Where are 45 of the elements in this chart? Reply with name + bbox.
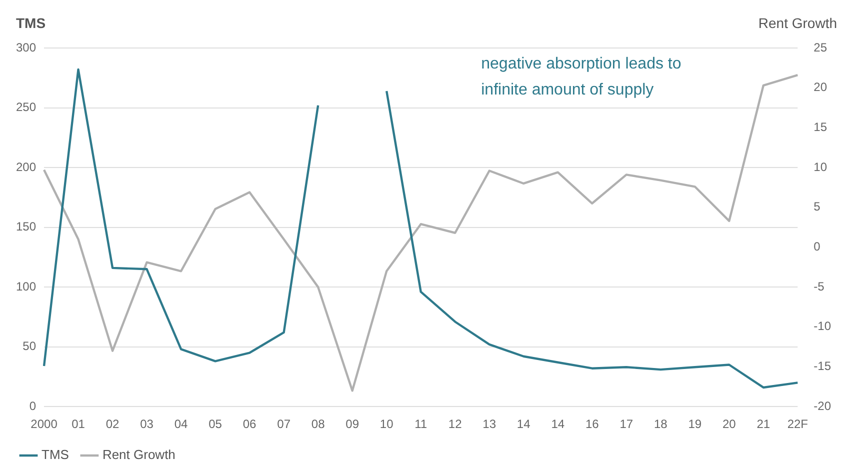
- y2-tick-label: -15: [814, 359, 832, 374]
- x-tick-label: 10: [380, 417, 394, 432]
- y2-tick-label: -10: [814, 319, 832, 334]
- x-tick-label: 01: [72, 417, 86, 432]
- x-tick-label: 18: [654, 417, 668, 432]
- x-tick-label: 13: [482, 417, 496, 432]
- y2-tick-label: 20: [814, 80, 828, 94]
- x-tick-label: 17: [620, 417, 634, 432]
- x-tick-label: 22F: [787, 417, 808, 432]
- y2-tick-label: -5: [814, 279, 825, 294]
- y2-tick-label: 5: [814, 200, 821, 214]
- y-tick-label: 0: [29, 398, 36, 413]
- y2-tick-label: 0: [814, 240, 821, 254]
- y-tick-label: 150: [16, 220, 36, 234]
- x-tick-label: 04: [174, 417, 188, 432]
- y2-tick-label: -20: [814, 398, 832, 413]
- annotation: negative absorption leads to infinite amount of supply: [481, 55, 682, 98]
- y-tick-label: 200: [16, 160, 36, 174]
- y-tick-label: 300: [16, 40, 36, 54]
- y2-tick-label: 10: [814, 160, 828, 174]
- x-tick-label: 16: [585, 417, 600, 432]
- y-axis-title: TMS: [16, 14, 46, 31]
- x-tick-label: 14: [551, 417, 565, 432]
- x-tick-label: 20: [722, 417, 736, 432]
- x-tick-label: 09: [346, 417, 360, 432]
- y-tick-label: 50: [22, 339, 36, 354]
- legend-label: TMS: [42, 447, 70, 462]
- x-tick-label: 05: [208, 417, 222, 432]
- x-tick-label: 11: [414, 417, 428, 432]
- y-tick-label: 100: [16, 279, 36, 294]
- x-tick-label: 12: [448, 417, 462, 432]
- x-tick-label: 02: [106, 417, 120, 432]
- x-tick-label: 03: [140, 417, 154, 432]
- y2-tick-label: 25: [814, 40, 828, 54]
- x-tick-label: 19: [688, 417, 702, 432]
- legend-label: Rent Growth: [102, 447, 176, 462]
- x-tick-label: 06: [242, 417, 257, 432]
- x-tick-label: 14: [516, 417, 531, 432]
- x-tick-label: 2000: [30, 417, 58, 432]
- x-tick-label: 07: [277, 417, 291, 432]
- x-tick-label: 21: [756, 417, 770, 432]
- y-tick-label: 250: [16, 100, 36, 114]
- y2-tick-label: 15: [814, 120, 828, 134]
- x-tick-label: 08: [311, 417, 326, 432]
- y2-axis-title: Rent Growth: [758, 14, 837, 31]
